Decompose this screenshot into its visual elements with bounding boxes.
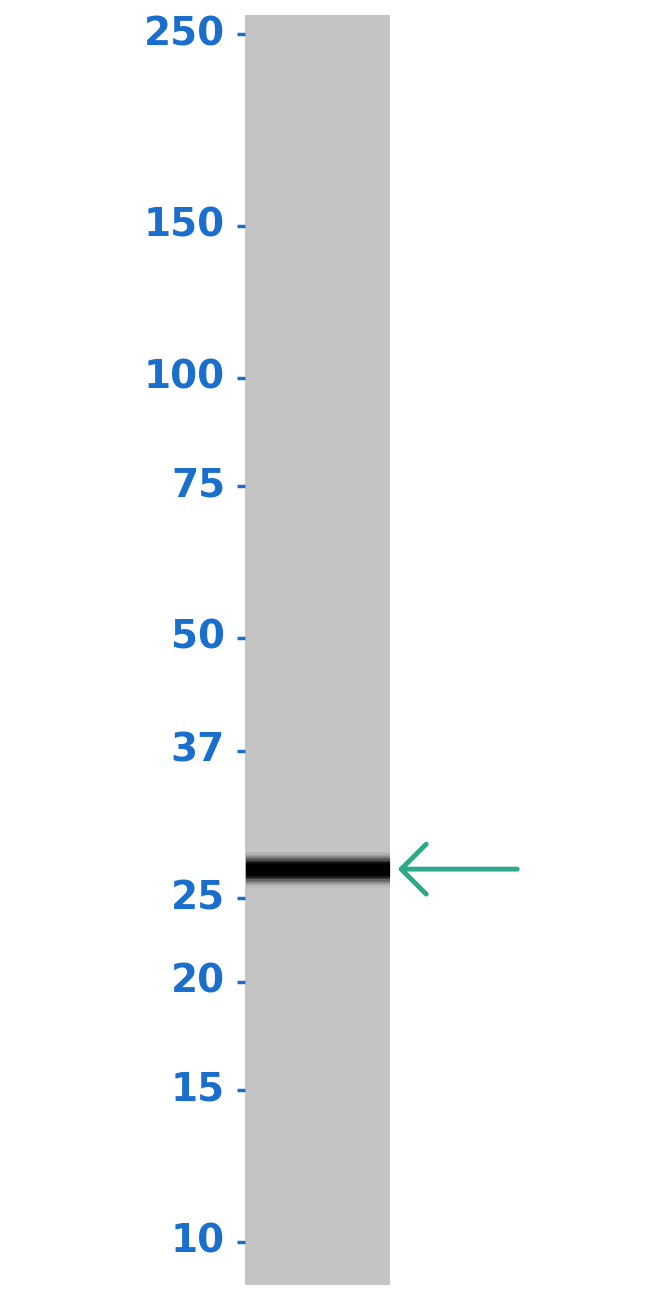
Text: 25: 25	[171, 879, 225, 916]
Bar	[245, 16, 390, 1284]
Text: 37: 37	[171, 732, 225, 770]
Text: 250: 250	[144, 16, 225, 53]
Text: 100: 100	[144, 359, 225, 396]
Text: 75: 75	[171, 467, 225, 504]
Text: 20: 20	[171, 963, 225, 1001]
Text: 10: 10	[171, 1223, 225, 1261]
Text: 50: 50	[171, 619, 225, 656]
Text: 15: 15	[171, 1071, 225, 1109]
Text: 150: 150	[144, 207, 225, 244]
